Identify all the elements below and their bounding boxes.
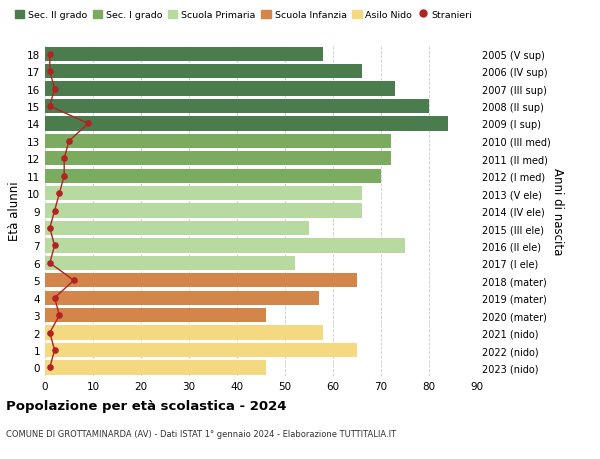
Point	[45, 364, 55, 371]
Y-axis label: Età alunni: Età alunni	[8, 181, 22, 241]
Bar	[45, 117, 448, 131]
Bar	[45, 65, 362, 79]
Point	[50, 294, 59, 302]
Y-axis label: Anni di nascita: Anni di nascita	[551, 168, 565, 255]
Point	[64, 138, 74, 145]
Bar	[45, 204, 362, 218]
Bar	[45, 256, 295, 270]
Bar	[45, 187, 362, 201]
Bar	[45, 326, 323, 340]
Point	[45, 225, 55, 232]
Bar	[45, 100, 429, 114]
Bar	[45, 169, 381, 184]
Text: Popolazione per età scolastica - 2024: Popolazione per età scolastica - 2024	[6, 399, 287, 412]
Point	[50, 347, 59, 354]
Bar	[45, 82, 395, 96]
Point	[45, 260, 55, 267]
Point	[55, 312, 64, 319]
Point	[45, 329, 55, 336]
Point	[69, 277, 79, 285]
Legend: Sec. II grado, Sec. I grado, Scuola Primaria, Scuola Infanzia, Asilo Nido, Stran: Sec. II grado, Sec. I grado, Scuola Prim…	[11, 7, 476, 24]
Point	[55, 190, 64, 197]
Point	[59, 173, 69, 180]
Point	[83, 121, 93, 128]
Bar	[45, 221, 309, 235]
Point	[50, 242, 59, 250]
Point	[45, 51, 55, 58]
Bar	[45, 291, 319, 305]
Point	[59, 155, 69, 162]
Bar	[45, 152, 391, 166]
Bar	[45, 47, 323, 62]
Point	[45, 68, 55, 76]
Bar	[45, 308, 266, 323]
Point	[45, 103, 55, 111]
Bar	[45, 239, 405, 253]
Bar	[45, 343, 357, 358]
Bar	[45, 134, 391, 149]
Bar	[45, 274, 357, 288]
Point	[50, 207, 59, 215]
Point	[50, 86, 59, 93]
Bar	[45, 361, 266, 375]
Text: COMUNE DI GROTTAMINARDA (AV) - Dati ISTAT 1° gennaio 2024 - Elaborazione TUTTITA: COMUNE DI GROTTAMINARDA (AV) - Dati ISTA…	[6, 429, 396, 438]
